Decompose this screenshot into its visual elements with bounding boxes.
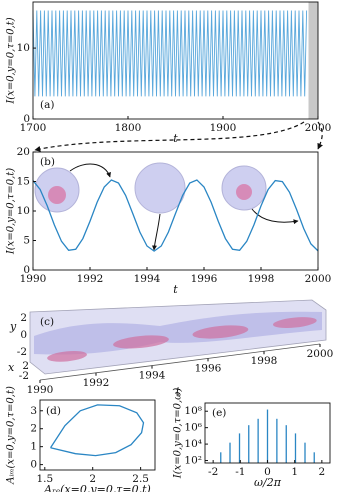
x-tick-label: 1 xyxy=(291,466,298,478)
lobe xyxy=(272,317,317,328)
y-tick-label: 10⁸ xyxy=(184,405,202,417)
bubble xyxy=(134,162,186,214)
plot-frame xyxy=(32,1,319,120)
x-tick-label: 1900 xyxy=(210,122,237,134)
y-tick-label: 10⁶ xyxy=(184,422,202,434)
t-axis-label: t xyxy=(176,385,181,398)
y-axis-label: I(x=0,y=0,τ=0,ω) xyxy=(173,388,184,480)
highlight-region xyxy=(308,2,318,119)
t-tick-label: 1992 xyxy=(83,377,110,389)
y-tick-label: 10 xyxy=(17,42,30,54)
pointer-arrow xyxy=(69,163,111,178)
plot-frame xyxy=(39,399,156,471)
y-tick-label: -2 xyxy=(17,346,27,358)
y-tick-label: 10 xyxy=(17,205,30,217)
y-tick-label: 15 xyxy=(17,176,30,188)
x-tick-label: 2 xyxy=(22,360,29,372)
y-tick-label: 3 xyxy=(30,405,37,417)
t-tick-label: 2000 xyxy=(307,348,334,360)
x-tick-label: -2 xyxy=(208,466,218,478)
pointer-arrow xyxy=(151,213,161,251)
pointer-arrow xyxy=(251,208,299,225)
panel-label: (a) xyxy=(40,99,54,111)
panel-label: (c) xyxy=(40,316,54,328)
y-tick-label: 0 xyxy=(23,113,30,125)
x-tick-label: 2.5 xyxy=(132,473,149,485)
x-axis-label: Aᵣₑ(x=0,y=0,τ=0,t) xyxy=(43,483,151,492)
y-tick-label: 2 xyxy=(30,423,37,435)
y-tick-label: 1 xyxy=(30,441,37,453)
data-line xyxy=(32,10,308,97)
lobe xyxy=(192,325,249,339)
x-tick-label: 1998 xyxy=(248,273,275,285)
x-axis-label: x xyxy=(8,361,15,374)
x-tick-label: 1990 xyxy=(20,273,47,285)
t-tick-label: 1994 xyxy=(139,370,166,382)
y-tick-label: 10⁴ xyxy=(184,438,202,450)
y-tick-label: 2 xyxy=(20,312,27,324)
bubble-core xyxy=(48,186,66,204)
x-tick-label: 2000 xyxy=(305,122,332,134)
lobe xyxy=(47,350,87,362)
y-axis-label: Aᵢₘ(x=0,y=0,τ=0,t) xyxy=(6,386,17,485)
y-axis-label: y xyxy=(9,320,17,333)
zoom-arrow xyxy=(34,121,305,152)
x-tick-label: 1700 xyxy=(20,122,47,134)
x-tick-label: 1992 xyxy=(77,273,104,285)
x-tick-label: 0 xyxy=(264,466,271,478)
x-tick-label: 1996 xyxy=(191,273,218,285)
t-tick-label: 1998 xyxy=(251,355,278,367)
data-line xyxy=(49,404,145,457)
panel-label: (e) xyxy=(212,407,226,419)
x-tick-label: 1994 xyxy=(134,273,161,285)
y-tick-label: 0 xyxy=(30,459,37,471)
x-tick-label: -2 xyxy=(19,370,29,382)
isosurface xyxy=(34,311,322,355)
x-tick-label: 1800 xyxy=(115,122,142,134)
y-axis-label: I(x=0,y=0,τ=0,t) xyxy=(6,168,17,255)
panel-label: (b) xyxy=(40,156,55,168)
x-tick-label: 2 xyxy=(319,466,326,478)
t-tick-label: 1990 xyxy=(27,384,54,396)
lobe xyxy=(113,335,169,349)
x-axis-label: ω/2π xyxy=(254,476,282,489)
x-axis-label: t xyxy=(173,132,178,145)
t-axis xyxy=(39,343,321,381)
y-axis-label: I(x=0,y=0,τ=0,t) xyxy=(6,17,17,104)
x-tick-label: 1.5 xyxy=(36,473,53,485)
bubble-core xyxy=(236,184,252,200)
x-tick-label: -1 xyxy=(235,466,245,478)
data-line xyxy=(32,179,319,252)
panel-label: (d) xyxy=(46,405,61,417)
y-tick-label: 20 xyxy=(17,146,30,158)
y-tick-label: 10² xyxy=(184,455,202,467)
decorations xyxy=(29,121,327,375)
zoom-arrow xyxy=(317,121,323,150)
y-tick-label: 0 xyxy=(23,264,30,276)
y-tick-label: 5 xyxy=(23,235,30,247)
y-tick-label: 0 xyxy=(20,329,27,341)
t-tick-label: 1996 xyxy=(195,362,222,374)
x-tick-label: 2 xyxy=(89,473,96,485)
x-axis-label: t xyxy=(173,283,178,296)
x-tick-label: 2000 xyxy=(305,273,332,285)
